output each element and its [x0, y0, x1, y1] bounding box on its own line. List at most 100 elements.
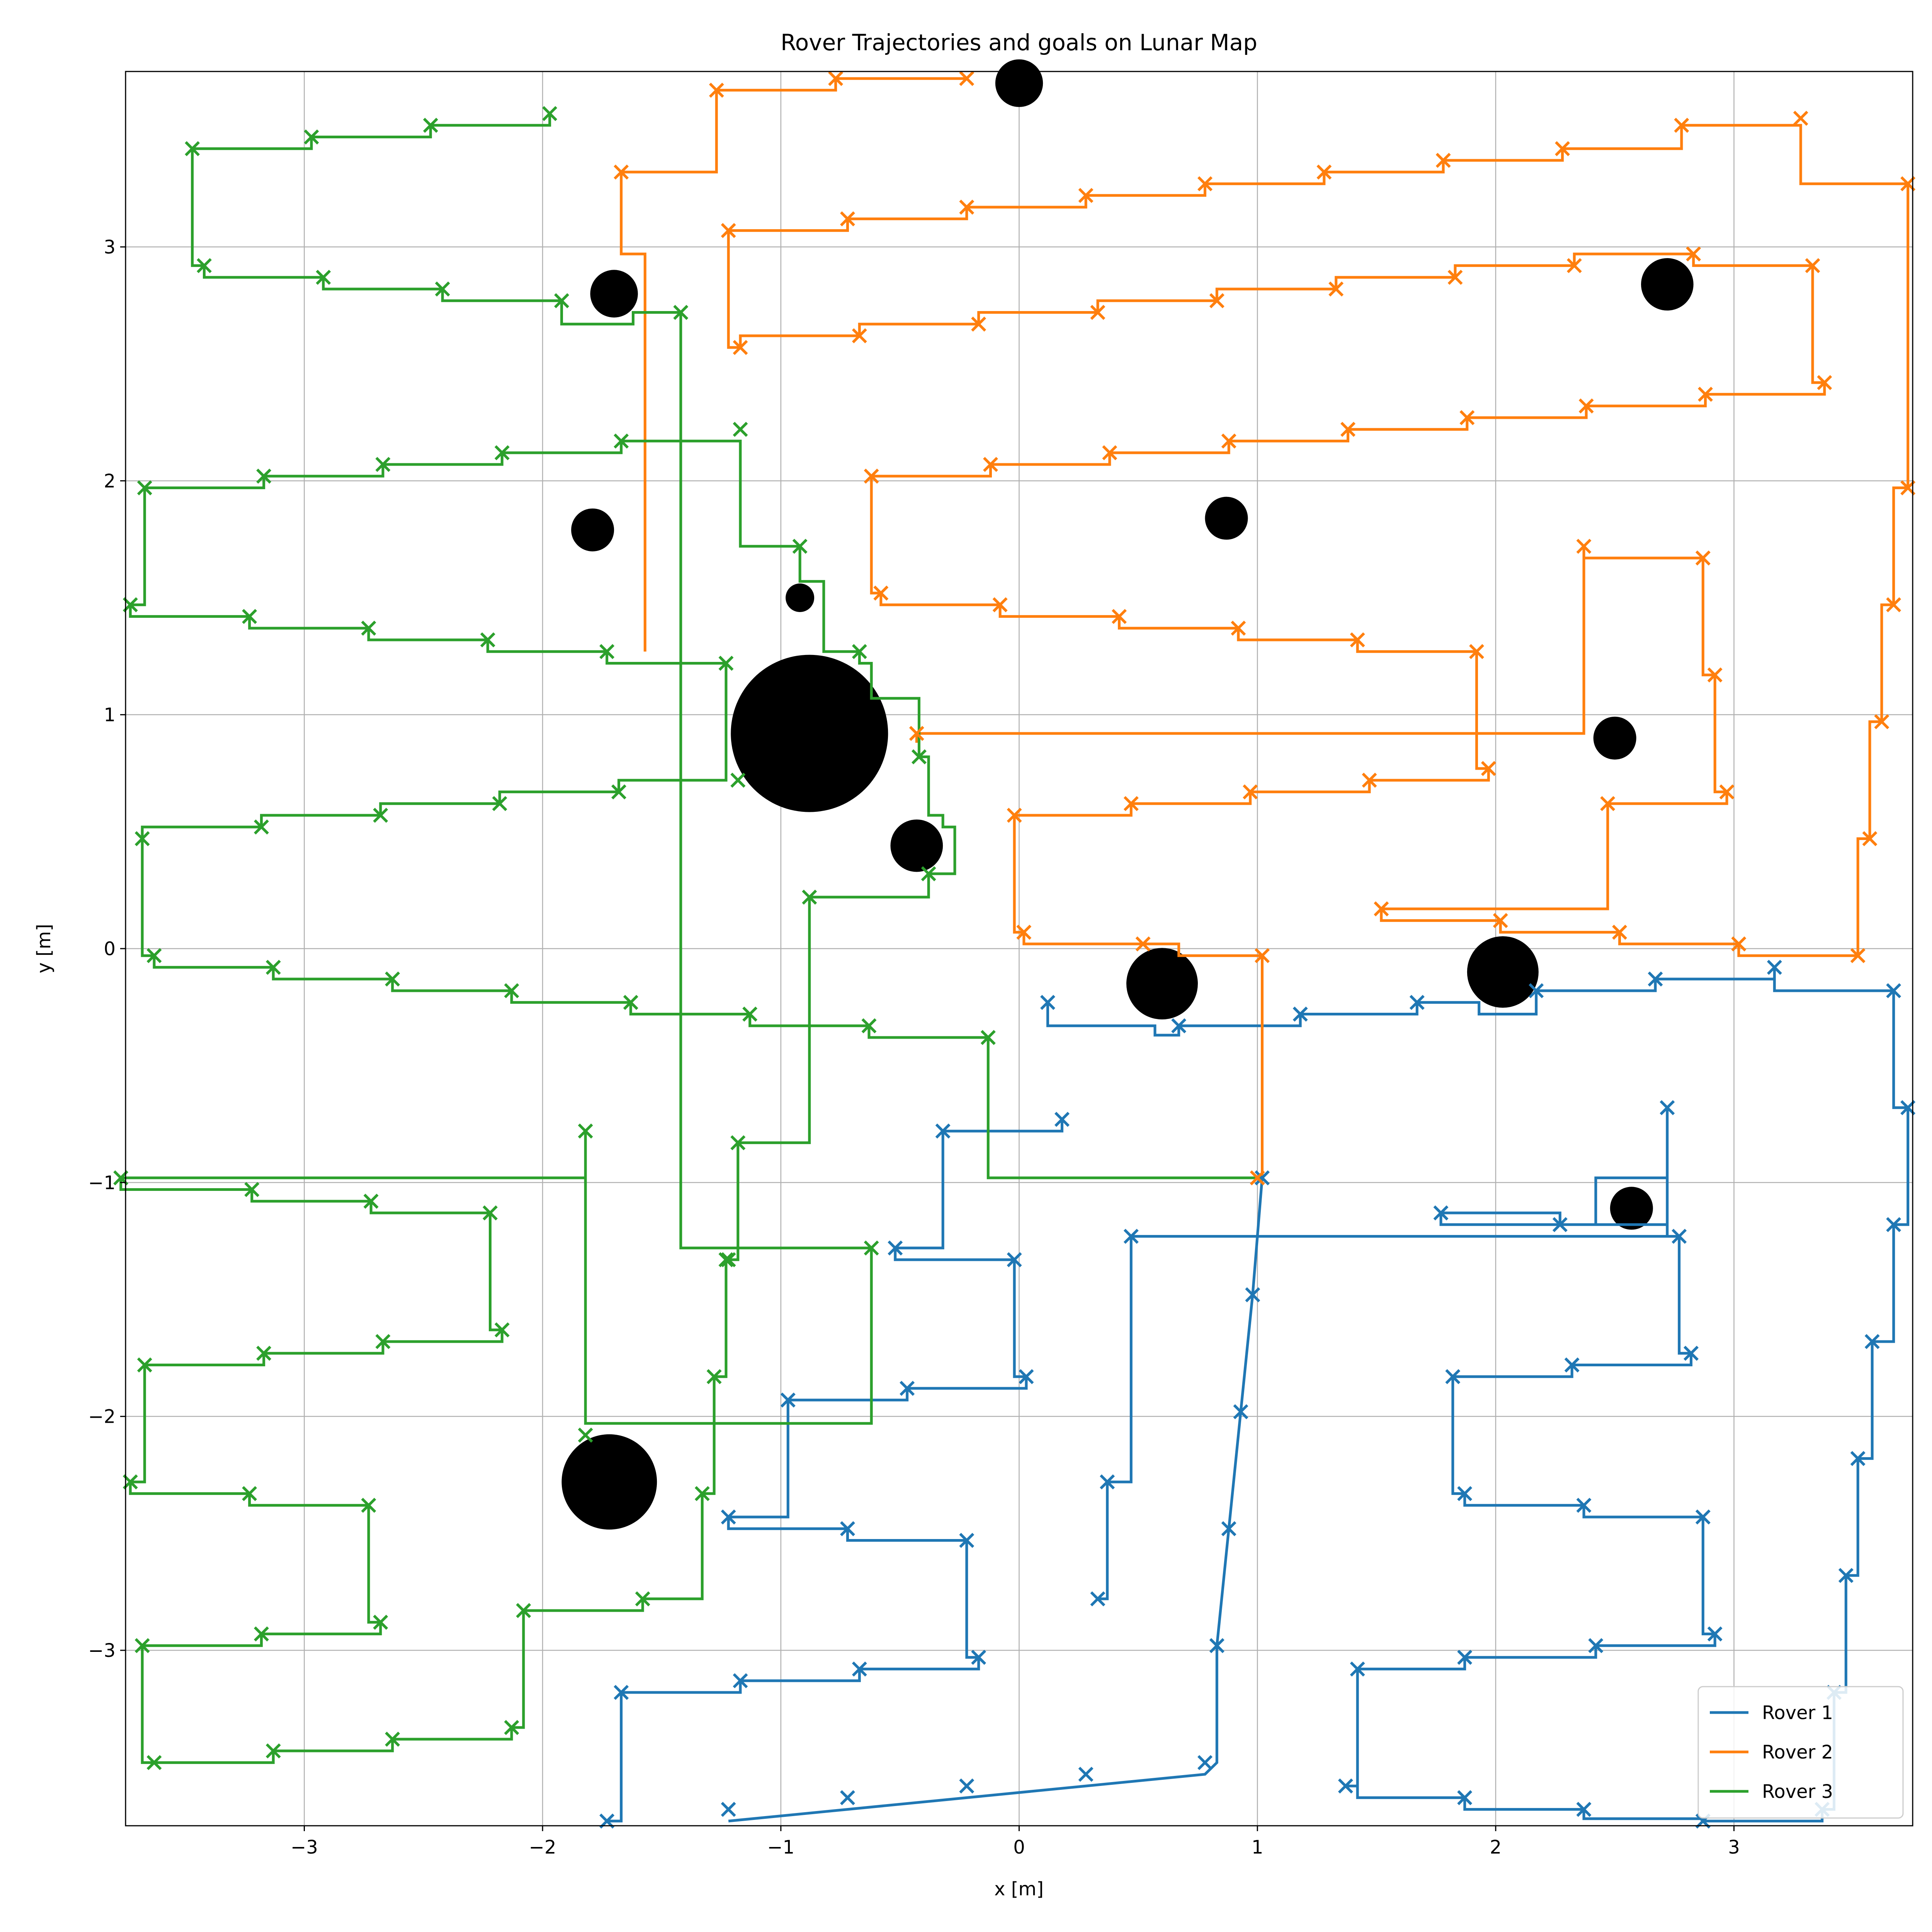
goal-marker-rover-2 — [733, 340, 748, 355]
goal-marker-rover-2 — [909, 726, 924, 741]
chart-title: Rover Trajectories and goals on Lunar Ma… — [781, 29, 1257, 56]
goal-marker-rover-3 — [864, 1240, 879, 1256]
goal-marker-rover-3 — [554, 293, 569, 308]
goal-marker-rover-3 — [578, 1427, 593, 1443]
goal-marker-rover-2 — [1350, 632, 1365, 648]
goal-marker-rover-3 — [375, 457, 391, 472]
goal-marker-rover-3 — [912, 749, 927, 765]
goal-marker-rover-3 — [137, 1357, 152, 1372]
goal-marker-rover-2 — [614, 164, 629, 180]
goal-marker-rover-3 — [361, 621, 376, 636]
x-tick-label: 3 — [1728, 1837, 1740, 1858]
goal-marker-rover-3 — [730, 1135, 746, 1150]
x-tick-label: 0 — [1013, 1837, 1025, 1858]
obstacle — [1126, 948, 1198, 1020]
goal-marker-rover-3 — [721, 1252, 736, 1267]
legend-label-rover-2: Rover 2 — [1762, 1742, 1833, 1763]
goal-marker-rover-3 — [265, 959, 281, 975]
obstacle — [1205, 497, 1248, 540]
goal-marker-rover-3 — [494, 1322, 510, 1338]
goal-marker-rover-2 — [1197, 176, 1213, 192]
goal-marker-rover-1 — [1123, 1229, 1139, 1244]
goal-marker-rover-2 — [1686, 246, 1701, 262]
goal-marker-rover-1 — [971, 1650, 986, 1665]
y-tick-label: 3 — [104, 236, 116, 258]
goal-marker-rover-2 — [1374, 901, 1389, 917]
goal-marker-rover-1 — [780, 1392, 796, 1408]
goal-marker-rover-1 — [959, 1533, 975, 1548]
goal-marker-rover-2 — [1886, 597, 1901, 612]
x-tick-label: 1 — [1252, 1837, 1264, 1858]
goal-marker-rover-2 — [1078, 188, 1094, 203]
goal-marker-rover-2 — [1221, 433, 1236, 449]
goal-marker-rover-1 — [1576, 1802, 1592, 1817]
goal-marker-rover-1 — [1850, 1451, 1866, 1466]
goal-marker-rover-3 — [254, 1626, 269, 1642]
goal-marker-rover-2 — [1362, 772, 1377, 788]
goal-marker-rover-3 — [304, 129, 319, 145]
goal-marker-rover-3 — [921, 866, 936, 881]
goal-marker-rover-3 — [730, 772, 746, 788]
goal-marker-rover-2 — [1135, 936, 1151, 952]
series-line-rover-1-segment — [728, 1177, 1264, 1823]
goal-marker-rover-2 — [1102, 445, 1117, 461]
goal-marker-rover-3 — [802, 889, 817, 905]
goal-marker-rover-2 — [1459, 410, 1475, 425]
goal-marker-rover-3 — [792, 539, 808, 554]
goal-marker-rover-2 — [1090, 305, 1105, 320]
goal-marker-rover-1 — [1338, 1778, 1353, 1794]
x-tick-label: 2 — [1490, 1837, 1502, 1858]
goal-marker-rover-3 — [733, 422, 748, 437]
goal-marker-rover-3 — [256, 468, 272, 484]
obstacle — [561, 1434, 657, 1530]
goal-marker-rover-2 — [1328, 281, 1344, 297]
goal-marker-rover-1 — [1707, 1626, 1723, 1642]
goal-marker-rover-2 — [1874, 714, 1889, 730]
goal-marker-rover-3 — [197, 258, 212, 273]
goal-marker-rover-1 — [1090, 1591, 1105, 1607]
goal-marker-rover-2 — [1481, 761, 1496, 776]
goal-marker-rover-3 — [361, 1498, 376, 1513]
goal-marker-rover-2 — [1447, 270, 1463, 285]
goal-marker-rover-2 — [1231, 621, 1246, 636]
goal-marker-rover-3 — [435, 281, 450, 297]
goal-marker-rover-1 — [1457, 1650, 1473, 1665]
legend-entries: Rover 1 Rover 2 Rover 3 — [1710, 1702, 1833, 1803]
obstacle — [995, 59, 1043, 107]
goal-marker-rover-3 — [254, 819, 269, 835]
goal-marker-rover-2 — [1576, 539, 1592, 554]
goal-marker-rover-2 — [709, 82, 724, 98]
goal-marker-rover-3 — [742, 1007, 758, 1022]
series-line-rover-3 — [119, 114, 1262, 1764]
goal-marker-rover-3 — [185, 141, 200, 156]
goal-marker-rover-3 — [385, 1731, 400, 1747]
goal-marker-rover-1 — [1672, 1229, 1687, 1244]
goal-marker-rover-3 — [980, 1030, 996, 1045]
obstacle — [1467, 936, 1539, 1008]
obstacle — [1610, 1187, 1653, 1230]
goal-marker-rover-3 — [492, 796, 507, 811]
goal-marker-rover-2 — [1793, 111, 1808, 126]
y-tick-label: 2 — [104, 470, 116, 492]
goal-marker-rover-1 — [1660, 1100, 1675, 1116]
goal-marker-rover-3 — [706, 1369, 722, 1384]
goal-marker-rover-1 — [1767, 959, 1782, 975]
goal-marker-rover-3 — [504, 1720, 519, 1735]
goal-marker-rover-1 — [1054, 1112, 1070, 1127]
goal-marker-rover-3 — [623, 995, 638, 1010]
goal-marker-rover-2 — [1007, 808, 1022, 823]
goal-marker-rover-3 — [256, 1345, 272, 1361]
goal-marker-rover-3 — [516, 1603, 531, 1618]
goal-marker-rover-1 — [1588, 1638, 1604, 1653]
goal-marker-rover-3 — [265, 1743, 281, 1759]
goal-marker-rover-2 — [864, 468, 879, 484]
goal-marker-rover-1 — [1221, 1521, 1236, 1536]
goal-marker-rover-1 — [840, 1521, 855, 1536]
goal-marker-rover-1 — [614, 1685, 629, 1700]
goal-marker-rover-1 — [1886, 1217, 1901, 1232]
goal-marker-rover-1 — [935, 1123, 951, 1139]
goal-marker-rover-2 — [1862, 831, 1878, 846]
goal-marker-rover-2 — [1695, 550, 1711, 566]
goal-marker-rover-1 — [1684, 1345, 1699, 1361]
goal-marker-rover-2 — [983, 457, 998, 472]
